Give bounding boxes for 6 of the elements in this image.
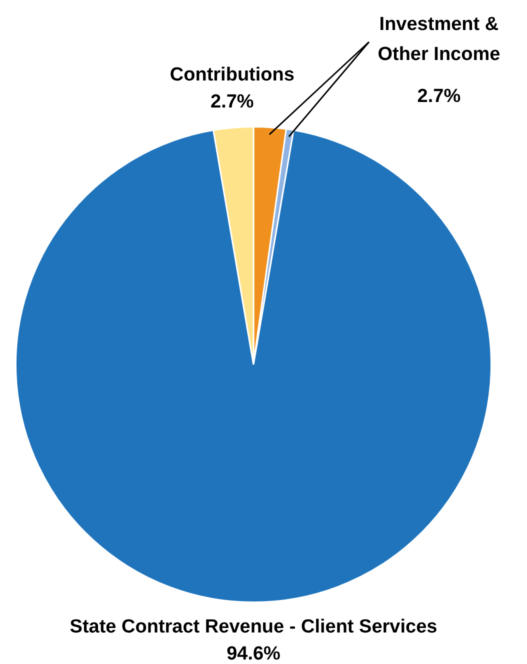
slice-label: Contributions	[170, 64, 294, 86]
text: 2.7%	[417, 86, 461, 107]
data-label: 2.7%	[210, 92, 254, 113]
slice-label: Investment & Other Income	[378, 14, 500, 65]
slice-label: State Contract Revenue - Client Services	[70, 616, 438, 638]
data-label: 94.6%	[226, 643, 281, 664]
